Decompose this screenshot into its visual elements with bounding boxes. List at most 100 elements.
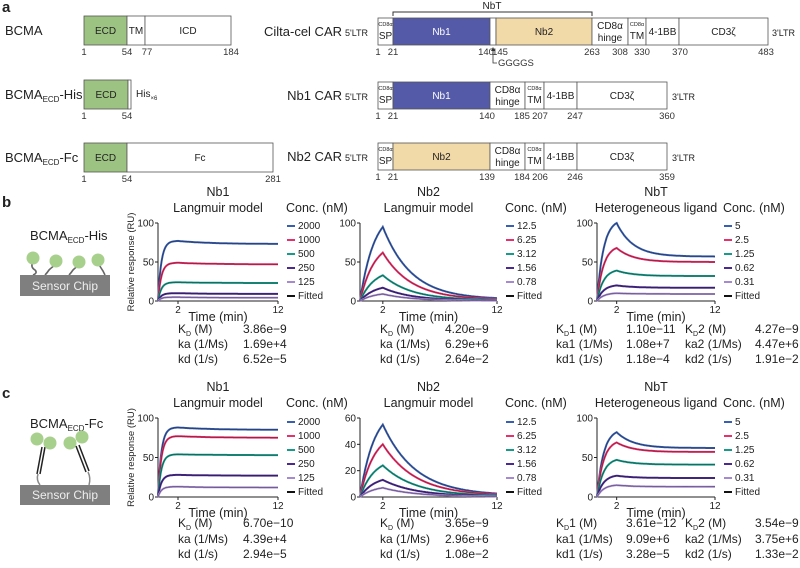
construct-name-suffix: -His: [59, 87, 83, 102]
domain-label: CD8α: [597, 21, 623, 32]
domain-label: ICD: [179, 26, 196, 37]
chart-title: Nb1: [207, 185, 230, 199]
residue-number: 21: [388, 47, 399, 58]
chart-subtitle: Heterogeneous ligand: [595, 201, 717, 215]
chart-subtitle: Langmuir model: [384, 396, 474, 410]
chart-c-nb1: Nb1 Langmuir model Conc. (nM) 0 50 100 2 12 Time…: [126, 380, 348, 561]
legend-label-fitted: Fitted: [517, 487, 542, 498]
fitted-line-12.5: [359, 226, 497, 302]
x-tick-label: 2: [380, 501, 386, 512]
legend-label: 0.31: [735, 277, 755, 288]
fitted-line-5: [596, 431, 715, 498]
kinetic-param-value: 6.29e+6: [445, 337, 489, 351]
legend-label: 2.5: [735, 235, 749, 246]
kinetic-param-value: 6.70e−10: [243, 516, 294, 530]
panel-label-a: a: [2, 0, 11, 16]
legend-label: 1.56: [517, 459, 537, 470]
ligand-sub: ECD: [68, 424, 85, 433]
residue-number: 206: [532, 172, 548, 183]
construct-name-suffix: -Fc: [59, 150, 78, 165]
kinetic-param-label: kd (1/s): [178, 547, 218, 561]
kinetic-param-label: KD (M): [380, 322, 414, 338]
kinetic-param-value: 4.39e+4: [243, 532, 287, 546]
residue-number: 21: [388, 172, 399, 183]
series-line-12.5: [359, 422, 497, 498]
kinetic-param-value: 1.10e−11: [626, 322, 676, 336]
kinetic-param-label: kd (1/s): [178, 352, 218, 366]
car-name: Nb2 CAR: [287, 149, 342, 164]
y-tick-label: 0: [148, 493, 154, 504]
ligand-label: BCMAECD-His: [30, 228, 108, 245]
sensor-chip-fc-illustration: BCMAECD-Fc Sensor Chip: [20, 416, 110, 505]
linker-label: GGGGS: [498, 58, 534, 69]
arrowhead-icon: [491, 47, 495, 51]
domain-label: Nb2: [432, 152, 451, 163]
domain-segment: [645, 17, 680, 46]
linker-arrow-icon: [492, 48, 497, 64]
kinetic-param-value: 4.47e+6: [755, 337, 799, 351]
legend-title: Conc. (nM): [723, 396, 785, 410]
kinetic-param-label: ka2 (1/Ms): [685, 337, 742, 351]
kinetic-param-label: kd2 (1/s): [685, 352, 732, 366]
legend-label: 500: [298, 249, 315, 260]
legend-title: Conc. (nM): [286, 396, 348, 410]
domain-segment: [489, 81, 526, 110]
legend-title: Conc. (nM): [723, 201, 785, 215]
domain-label-top: CD8α: [527, 86, 542, 92]
domain-label: SP: [379, 95, 393, 106]
protein-construct-row: BCMAECD-His ECD His×61 54: [5, 79, 158, 122]
residue-number: 330: [634, 47, 650, 58]
ltr3-label: 3'LTR: [672, 153, 696, 163]
residue-number: 308: [612, 47, 628, 58]
panel-label-c: c: [2, 385, 10, 402]
construct-name-main: BCMA: [5, 150, 43, 165]
chart-subtitle: Langmuir model: [173, 201, 263, 215]
panel-label-b: b: [2, 194, 11, 211]
domain-label: TM: [630, 31, 644, 42]
domain-label: Nb1: [432, 91, 451, 102]
legend-title: Conc. (nM): [505, 201, 567, 215]
construct-name-main: BCMA: [5, 23, 43, 38]
domain-label: SP: [379, 156, 393, 167]
domain-segment: [392, 17, 491, 46]
legend-label-fitted: Fitted: [298, 487, 323, 498]
residue-number: 263: [584, 47, 600, 58]
y-tick-label: 0: [587, 297, 593, 308]
residue-number: 77: [142, 47, 153, 58]
ltr5-label: 5'LTR: [345, 153, 369, 163]
fitted-line-500: [157, 282, 278, 302]
fitted-line-2000: [157, 240, 278, 302]
legend-label: 250: [298, 459, 315, 470]
kinetic-param-value: 4.20e−9: [445, 322, 489, 336]
kinetic-param-value: 3.75e+6: [755, 532, 799, 546]
kinetic-param-label: ka (1/Ms): [380, 337, 430, 351]
legend-label: 250: [298, 263, 315, 274]
domain-label: TM: [129, 26, 143, 37]
legend-title: Conc. (nM): [286, 201, 348, 215]
residue-number: 54: [122, 174, 133, 185]
kinetic-param-label: ka1 (1/Ms): [556, 337, 613, 351]
y-tick-label: 100: [576, 219, 593, 230]
fitted-line-125: [157, 296, 278, 302]
legend-label: 1000: [298, 431, 321, 442]
y-tick-label: 0: [350, 493, 356, 504]
legend-label: 125: [298, 473, 315, 484]
kinetic-param-value: 3.54e−9: [755, 516, 799, 530]
fitted-line-0.62: [596, 285, 715, 302]
legend-label-fitted: Fitted: [298, 291, 323, 302]
chart-subtitle: Langmuir model: [384, 201, 474, 215]
kinetic-param-value: 2.94e−5: [243, 547, 287, 561]
chart-title: Nb2: [417, 185, 440, 199]
kinetic-param-label: KD2 (M): [685, 516, 726, 532]
legend-label: 12.5: [517, 417, 537, 428]
domain-segment: [576, 142, 668, 171]
legend-label: 5: [735, 221, 741, 232]
x-tick-label: 2: [614, 305, 620, 316]
car-name: Nb1 CAR: [287, 88, 342, 103]
fitted-line-6.25: [359, 443, 497, 498]
domain-segment: [83, 79, 129, 110]
residue-number: 21: [388, 111, 399, 122]
